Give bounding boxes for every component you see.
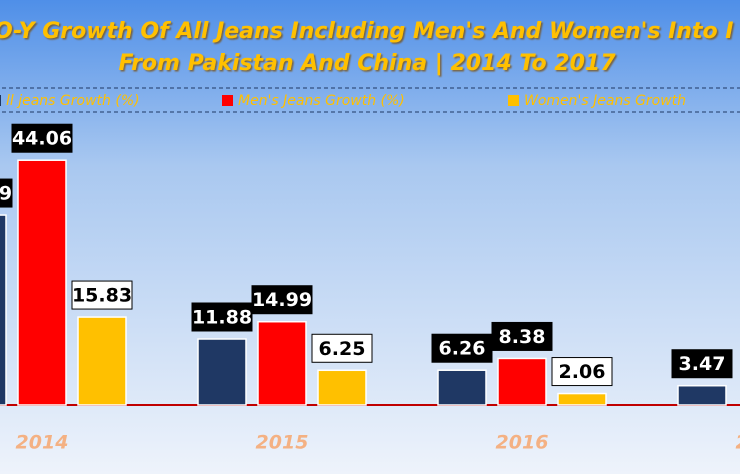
value-label: 14.99: [252, 289, 312, 311]
legend-swatch: [508, 95, 519, 106]
bar: [17, 159, 67, 406]
value-label: 3.47: [679, 353, 726, 375]
value-label-box: [11, 123, 73, 153]
x-tick-label: 2014: [16, 432, 69, 454]
legend-label: ll jeans Growth (%): [6, 93, 140, 109]
legend-swatch: [0, 95, 1, 106]
legend-label: Men's Jeans Growth (%): [238, 93, 405, 109]
legend-box: [0, 87, 740, 113]
x-tick-label: 2017: [736, 432, 740, 454]
value-label-box: [311, 333, 373, 363]
bar: [497, 357, 547, 406]
value-label: 6.25: [319, 338, 366, 360]
value-label: 34.19: [0, 183, 12, 205]
bar: [197, 338, 247, 406]
value-label-box: [431, 333, 493, 363]
value-label-box: [551, 357, 613, 387]
value-label-box: [491, 321, 553, 351]
value-label-box: [71, 280, 133, 310]
value-label-box: [0, 178, 13, 208]
bar: [0, 214, 7, 406]
x-tick-label: 2015: [256, 432, 309, 454]
value-label: 8.38: [499, 326, 546, 348]
bar: [317, 369, 367, 406]
bar: [77, 316, 127, 406]
chart-subtitle: From Pakistan And China | 2014 To 2017: [118, 51, 616, 76]
chart-title: O-Y Growth Of All Jeans Including Men's …: [0, 19, 733, 44]
bar: [437, 369, 487, 406]
bar: [257, 320, 307, 406]
value-label: 6.26: [439, 338, 486, 360]
value-label: 2.06: [559, 361, 606, 383]
legend-label: Women's Jeans Growth: [524, 93, 686, 109]
value-label-box: [191, 302, 253, 332]
bar: [677, 384, 727, 406]
x-tick-label: 2016: [496, 432, 549, 454]
value-label: 44.06: [12, 128, 72, 150]
value-label: 15.83: [72, 285, 132, 307]
value-label-box: [251, 285, 313, 315]
legend-swatch: [222, 95, 233, 106]
bar: [557, 392, 607, 406]
value-label-box: [671, 349, 733, 379]
value-label: 11.88: [192, 307, 252, 329]
